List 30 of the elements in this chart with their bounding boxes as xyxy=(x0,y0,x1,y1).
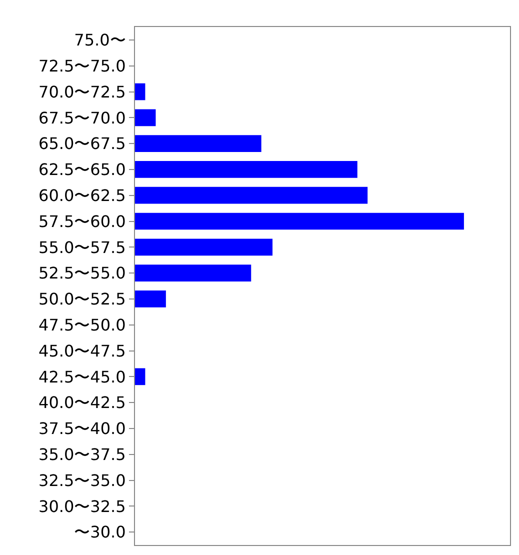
bar xyxy=(135,83,146,100)
y-tick-label: 47.5〜50.0 xyxy=(38,315,126,334)
y-tick-label: 65.0〜67.5 xyxy=(38,134,126,154)
bar xyxy=(135,186,368,204)
bar xyxy=(135,212,464,230)
y-tick-label: 35.0〜37.5 xyxy=(38,444,126,464)
bar xyxy=(135,109,156,126)
bar xyxy=(135,264,252,282)
y-tick-label: 67.5〜70.0 xyxy=(38,108,126,128)
y-tick-label: 50.0〜52.5 xyxy=(38,290,126,309)
y-tick-label: 〜30.0 xyxy=(74,522,126,542)
y-tick-label: 72.5〜75.0 xyxy=(38,56,126,76)
bar xyxy=(135,368,146,386)
y-tick-label: 52.5〜55.0 xyxy=(38,264,126,283)
y-tick-label: 45.0〜47.5 xyxy=(38,341,126,360)
y-tick-label: 55.0〜57.5 xyxy=(38,238,126,257)
y-tick-label: 37.5〜40.0 xyxy=(38,419,126,438)
bar xyxy=(135,238,272,256)
y-tick-label: 30.0〜32.5 xyxy=(38,496,126,516)
y-tick-label: 42.5〜45.0 xyxy=(38,367,126,386)
y-tick-label: 62.5〜65.0 xyxy=(38,160,126,180)
y-tick-label: 75.0〜 xyxy=(74,30,126,50)
y-tick-label: 32.5〜35.0 xyxy=(38,470,126,490)
y-tick-label: 70.0〜72.5 xyxy=(38,82,126,102)
y-tick-label: 57.5〜60.0 xyxy=(38,212,126,231)
bar xyxy=(135,290,166,308)
y-tick-label: 40.0〜42.5 xyxy=(38,393,126,412)
bar xyxy=(135,135,262,152)
bar xyxy=(135,161,358,178)
y-tick-label: 60.0〜62.5 xyxy=(38,186,126,205)
